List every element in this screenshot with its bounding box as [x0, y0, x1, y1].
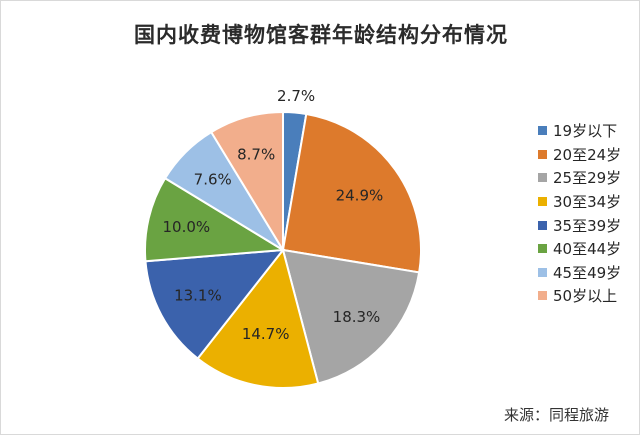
legend-label: 30至34岁 [553, 193, 622, 212]
legend-item: 20至24岁 [538, 143, 638, 167]
pie-slice [281, 112, 422, 274]
slice-data-label: 14.7% [242, 325, 290, 343]
legend-item: 50岁以上 [538, 284, 638, 308]
legend-swatch [538, 149, 547, 159]
source-note: 来源：同程旅游 [503, 406, 609, 424]
slice-data-label: 7.6% [194, 171, 232, 189]
slice-data-label: 18.3% [333, 308, 381, 326]
legend-label: 25至29岁 [553, 169, 622, 188]
slice-data-label: 24.9% [336, 187, 384, 205]
legend-swatch [538, 197, 547, 207]
legend-swatch [538, 173, 547, 183]
legend-label: 50岁以上 [553, 287, 618, 306]
chart-title: 国内收费博物馆客群年龄结构分布情况 [134, 23, 508, 47]
pie-slice [281, 248, 421, 385]
legend-label: 45至49岁 [553, 263, 622, 282]
legend-swatch [538, 126, 547, 136]
legend-item: 45至49岁 [538, 261, 638, 285]
legend-swatch [538, 220, 547, 230]
legend-label: 40至44岁 [553, 240, 622, 259]
slice-data-label: 10.0% [162, 218, 210, 236]
slice-data-label: 2.7% [277, 87, 315, 105]
legend-label: 20至24岁 [553, 145, 622, 164]
legend-swatch [538, 291, 547, 301]
legend-label: 35至39岁 [553, 216, 622, 235]
legend-item: 19岁以下 [538, 119, 638, 143]
legend: 19岁以下 20至24岁 25至29岁 30至34岁 35至39岁 40至44岁 45至49… [538, 119, 638, 308]
slice-data-label: 13.1% [174, 287, 222, 305]
legend-item: 35至39岁 [538, 213, 638, 237]
slice-data-label: 8.7% [237, 145, 275, 163]
legend-item: 40至44岁 [538, 237, 638, 261]
legend-swatch [538, 267, 547, 277]
pie-slice [196, 247, 320, 389]
pie-slice [144, 248, 286, 360]
pie-slice [209, 110, 284, 254]
legend-label: 19岁以下 [553, 122, 618, 141]
pie-slice [144, 176, 287, 263]
legend-item: 30至34岁 [538, 190, 638, 214]
legend-swatch [538, 244, 547, 254]
legend-item: 25至29岁 [538, 166, 638, 190]
